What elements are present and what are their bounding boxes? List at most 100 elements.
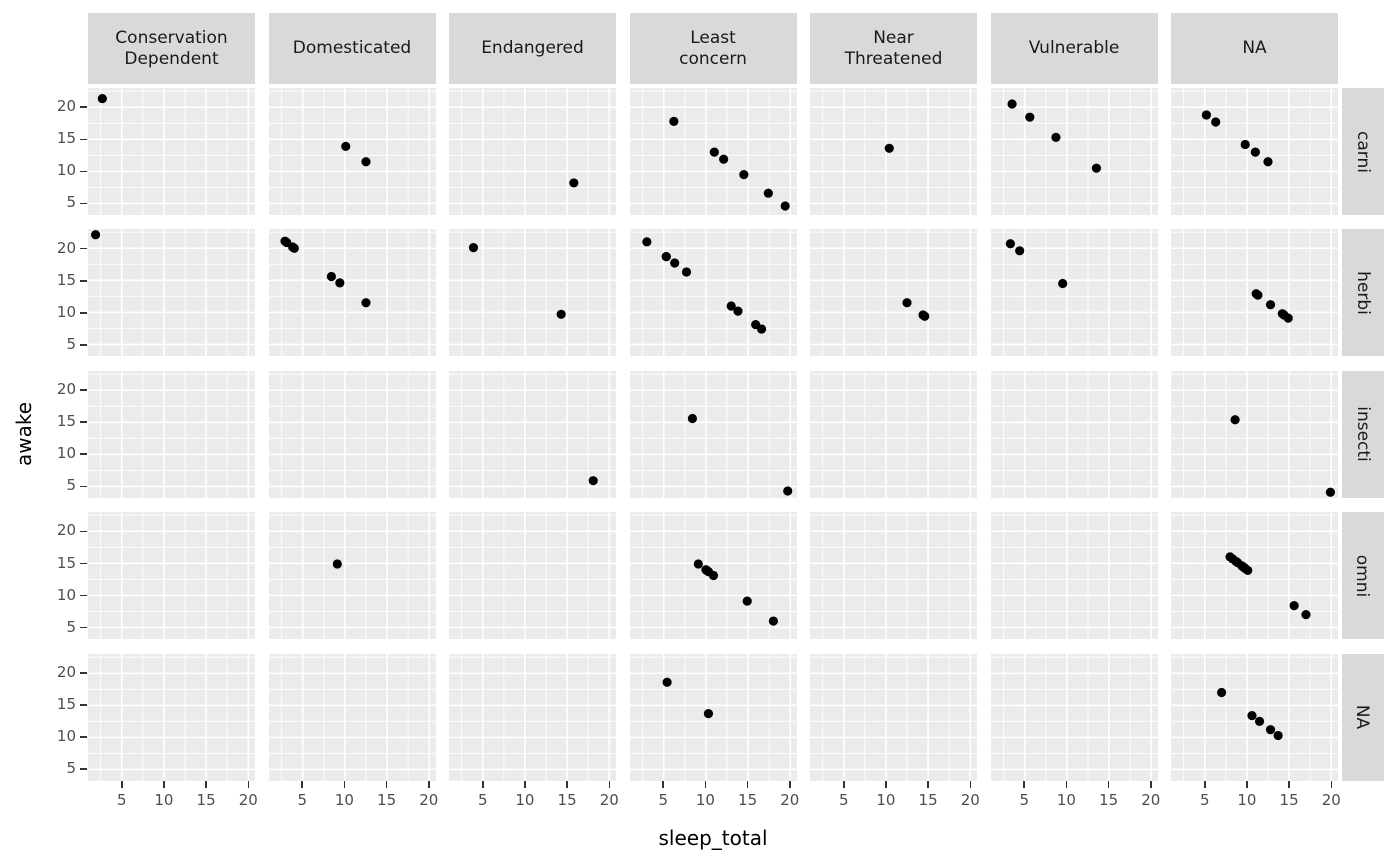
facet-row-strip-herbi: herbi [1341, 229, 1384, 357]
data-point [1283, 313, 1293, 324]
data-point [1024, 112, 1034, 122]
y-tick-mark [80, 138, 87, 141]
x-tick-mark [704, 780, 707, 788]
data-point [693, 559, 703, 569]
data-point [1005, 239, 1015, 249]
data-point [289, 244, 299, 254]
y-tick-mark [80, 704, 87, 706]
data-point [1265, 300, 1276, 310]
facet-col-strip-label: NA [1242, 38, 1267, 58]
facet-col-strip-label: concern [679, 48, 747, 69]
x-tick-mark [1065, 780, 1068, 788]
y-tick-mark [80, 768, 87, 770]
panel-carni-endangered [449, 88, 616, 215]
facet-row-strip-label: insecti [1352, 406, 1373, 463]
data-point [90, 230, 101, 240]
panel-carni-na [1171, 88, 1338, 215]
x-tick-mark [885, 780, 887, 788]
data-point [340, 141, 350, 151]
y-tick-label: 5 [66, 617, 76, 636]
panel-herbi-near-threatened [810, 229, 977, 357]
y-tick-mark [80, 736, 87, 738]
y-tick-mark [80, 672, 87, 674]
x-tick-mark [120, 780, 123, 788]
x-tick-label: 5 [1019, 790, 1030, 809]
data-point [556, 310, 566, 320]
data-point [360, 298, 371, 308]
facet-row-strip-label: carni [1352, 130, 1373, 173]
panel-omni-near-threatened [810, 512, 977, 640]
data-point [588, 475, 598, 486]
x-tick-mark [301, 780, 304, 788]
data-point [1217, 687, 1227, 697]
y-tick-label: 10 [56, 161, 76, 180]
y-tick-label: 20 [56, 238, 76, 257]
x-tick-label: 10 [1237, 790, 1257, 809]
data-point [1325, 487, 1336, 497]
panel-insecti-na [1171, 370, 1338, 498]
panel-omni-least-concern [629, 512, 797, 640]
facet-col-strip-label: Dependent [124, 48, 219, 69]
data-point [332, 559, 342, 569]
facet-col-strip-endangered: Endangered [449, 13, 616, 84]
x-tick-label: 20 [1141, 790, 1161, 809]
data-point [782, 486, 792, 496]
y-tick-mark [80, 344, 87, 346]
x-tick-mark [247, 780, 250, 788]
data-point [742, 596, 752, 606]
x-tick-mark [385, 780, 388, 788]
data-point [726, 301, 736, 311]
y-tick-mark [80, 170, 87, 173]
y-tick-label: 15 [56, 553, 76, 572]
panel-na-conservation-dependent [88, 653, 255, 781]
x-tick-mark [662, 780, 665, 788]
panel-na-vulnerable [990, 653, 1158, 781]
x-tick-mark [481, 780, 484, 788]
facet-col-strip-label: Least [690, 27, 736, 48]
x-tick-mark [842, 780, 845, 788]
data-point [763, 188, 773, 198]
data-point [1253, 290, 1263, 301]
facet-col-strip-label: Conservation [115, 27, 228, 48]
y-tick-label: 10 [56, 585, 76, 604]
facet-row-strip-insecti: insecti [1341, 370, 1384, 498]
x-tick-mark [746, 780, 749, 788]
panel-carni-conservation-dependent [88, 88, 255, 215]
data-point [1289, 601, 1299, 611]
x-tick-mark [343, 780, 346, 788]
data-point [661, 252, 671, 262]
facet-row-strip-na: NA [1341, 653, 1384, 781]
facet-col-strip-conservation-dependent: Conservation Dependent [88, 13, 255, 84]
data-point [334, 278, 344, 288]
x-tick-label: 15 [1099, 790, 1119, 809]
data-point [1050, 132, 1061, 142]
x-tick-mark [1330, 780, 1333, 788]
facet-row-strip-label: herbi [1352, 271, 1373, 315]
x-tick-mark [1203, 780, 1206, 788]
y-tick-label: 10 [56, 444, 76, 463]
facet-col-strip-na: NA [1171, 13, 1338, 84]
x-tick-label: 10 [515, 790, 535, 809]
x-tick-mark [428, 780, 430, 788]
panel-herbi-vulnerable [990, 229, 1158, 357]
data-point [703, 708, 713, 718]
x-tick-label: 15 [738, 790, 758, 809]
panel-insecti-domesticated [268, 370, 436, 498]
data-point [920, 312, 930, 322]
data-point [1301, 610, 1311, 620]
y-tick-mark [80, 247, 87, 250]
data-point [1006, 99, 1017, 109]
data-point [1211, 117, 1221, 127]
y-tick-label: 20 [56, 662, 76, 681]
data-point [681, 267, 691, 277]
x-tick-label: 5 [477, 790, 488, 809]
x-tick-mark [1288, 780, 1290, 788]
facet-col-strip-vulnerable: Vulnerable [990, 13, 1158, 84]
panel-carni-vulnerable [990, 88, 1158, 215]
data-point [1247, 710, 1257, 720]
x-tick-label: 15 [557, 790, 577, 809]
facet-col-strip-label: Domesticated [292, 38, 412, 58]
y-tick-label: 15 [56, 270, 76, 289]
x-tick-label: 20 [238, 790, 258, 809]
data-point [732, 306, 743, 317]
